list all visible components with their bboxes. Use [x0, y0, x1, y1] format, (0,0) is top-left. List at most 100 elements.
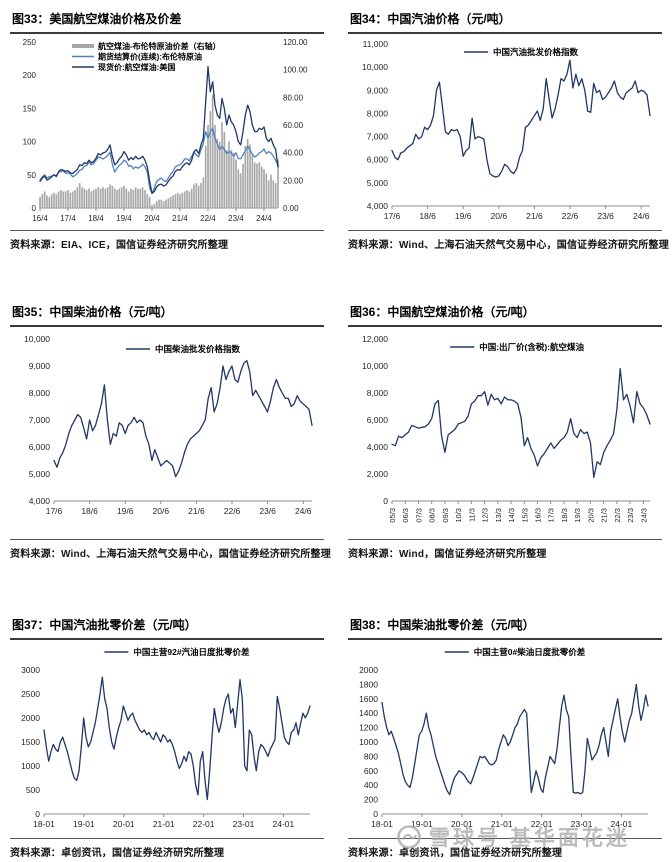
y-axis-tick-label: 0 — [383, 496, 388, 506]
bar-series-0 — [218, 141, 221, 208]
bar-series-0 — [263, 169, 265, 208]
bar-series-0 — [125, 188, 128, 208]
x-axis-tick-label: 22-01 — [193, 819, 215, 829]
bar-series-0 — [188, 191, 191, 208]
figure-34-title: 图34：中国汽油价格（元/吨） — [348, 8, 662, 34]
y-axis-tick-label: 2000 — [21, 713, 40, 723]
bar-series-0 — [246, 138, 249, 208]
bar-series-0 — [151, 205, 153, 208]
bar-series-0 — [193, 184, 195, 208]
x-axis-tick-label: 20/6 — [153, 506, 170, 516]
y-axis-tick-label: 8,000 — [367, 388, 389, 398]
bar-series-0 — [179, 194, 181, 208]
x-axis-tick-label: 24/3 — [639, 508, 648, 523]
bar-series-0 — [85, 190, 88, 208]
bar-series-0 — [41, 194, 44, 208]
x-axis-tick-label: 21/3 — [600, 508, 609, 523]
x-axis-tick-label: 19/6 — [455, 211, 472, 221]
y-axis-right-tick-label: 60.00 — [283, 121, 304, 130]
bar-series-0 — [214, 125, 216, 208]
figure-37-title: 图37：中国汽油批零价差（元/吨） — [10, 614, 324, 640]
y-axis-tick-label: 50 — [27, 171, 36, 180]
bar-series-0 — [148, 196, 151, 208]
y-axis-tick-label: 0 — [32, 204, 37, 213]
bar-series-0 — [74, 190, 76, 208]
fig35-svg: 4,000 5,000 6,000 7,000 8,000 9,000 10,000 17/6… — [24, 334, 313, 516]
y-axis-tick-label: 7,000 — [367, 132, 389, 142]
x-axis-tick-label: 23/6 — [259, 506, 276, 516]
y-axis-tick-label: 10,000 — [362, 361, 388, 371]
x-axis-tick-label: 08/3 — [428, 508, 437, 523]
y-axis-tick-label: 4,000 — [367, 201, 389, 211]
x-axis-tick-label: 19/3 — [573, 508, 582, 523]
bar-series-0 — [153, 203, 156, 208]
x-axis-tick-label: 23-01 — [233, 819, 255, 829]
x-axis-tick-label: 07/3 — [414, 508, 423, 523]
x-axis-tick-label: 21-01 — [153, 819, 175, 829]
y-axis-right-tick-label: 40.00 — [283, 149, 304, 158]
bar-series-0 — [169, 196, 172, 208]
y-axis-tick-label: 11,000 — [363, 39, 389, 49]
x-axis-tick-label: 24-01 — [273, 819, 295, 829]
bar-series-0 — [146, 194, 149, 208]
y-axis-tick-label: 10,000 — [362, 62, 388, 72]
figure-33-title: 图33：美国航空煤油价格及价差 — [10, 8, 324, 34]
y-axis-tick-label: 1600 — [359, 694, 378, 704]
bar-series-0 — [116, 190, 118, 208]
bar-series-0 — [71, 191, 74, 208]
bar-series-0 — [162, 201, 165, 208]
x-axis-tick-label: 21/6 — [188, 506, 205, 516]
chart-row-3: 图37：中国汽油批零价差（元/吨） 0 500 1000 1500 2000 2500 30… — [10, 614, 662, 859]
bar-series-0 — [211, 94, 214, 208]
x-axis-tick-label: 12/3 — [481, 508, 490, 523]
y-axis-tick-label: 5,000 — [29, 469, 51, 479]
line-series-0 — [391, 368, 651, 479]
bar-series-0 — [270, 174, 272, 208]
y-axis-tick-label: 400 — [364, 780, 378, 790]
y-axis-tick-label: 200 — [364, 795, 378, 805]
x-axis-tick-label: 18/4 — [88, 214, 104, 223]
bar-series-0 — [258, 162, 261, 208]
bar-series-0 — [76, 187, 79, 208]
bar-series-0 — [174, 194, 177, 208]
x-axis-tick-label: 24/6 — [633, 211, 650, 221]
y-axis-tick-label: 200 — [23, 71, 37, 80]
bar-series-0 — [46, 195, 48, 208]
x-axis-tick-label: 18/6 — [81, 506, 98, 516]
bar-series-0 — [64, 191, 67, 208]
bar-series-0 — [160, 199, 163, 208]
y-axis-tick-label: 4,000 — [29, 496, 51, 506]
y-axis-tick-label: 1800 — [359, 679, 378, 689]
x-axis-tick-label: 20-01 — [451, 819, 473, 829]
y-axis-tick-label: 0 — [373, 809, 378, 819]
bar-series-0 — [204, 145, 207, 208]
y-axis-right-tick-label: 0.00 — [283, 204, 299, 213]
bar-series-0 — [223, 131, 226, 208]
x-axis-tick-label: 16/3 — [533, 508, 542, 523]
x-axis-tick-label: 19/4 — [116, 214, 132, 223]
bar-series-0 — [97, 187, 100, 208]
y-axis-tick-label: 6,000 — [367, 415, 389, 425]
bar-series-0 — [172, 195, 174, 208]
x-axis-tick-label: 19-01 — [411, 819, 433, 829]
fig34-svg: 4,000 5,000 6,000 7,000 8,000 9,000 10,000 11,0… — [362, 39, 651, 221]
bar-series-0 — [235, 159, 237, 208]
x-axis-tick-label: 06/3 — [401, 508, 410, 523]
bar-series-0 — [274, 183, 277, 208]
fig33-svg: 0 50 100 150 200 250 0.00 20.00 40.00 60.00 80.00 1… — [23, 38, 308, 223]
bar-series-0 — [104, 188, 107, 208]
y-axis-tick-label: 9,000 — [367, 85, 389, 95]
y-axis-tick-label: 1000 — [21, 761, 40, 771]
bar-series-0 — [90, 191, 93, 208]
fig36-svg: 0 2,000 4,000 6,000 8,000 10,000 12,000 05/3 06/… — [362, 334, 651, 523]
figure-35: 图35：中国柴油价格（元/吨） 4,000 5,000 6,000 7,000 8,00… — [10, 301, 331, 560]
x-axis-tick-label: 20-01 — [113, 819, 135, 829]
y-axis-tick-label: 7,000 — [29, 415, 51, 425]
bar-series-0 — [60, 190, 62, 208]
bar-series-0 — [272, 180, 275, 208]
bar-series-0 — [209, 111, 212, 208]
bar-series-0 — [48, 196, 51, 208]
figure-36-chart: 0 2,000 4,000 6,000 8,000 10,000 12,000 05/3 06/… — [348, 327, 662, 539]
figure-38-chart: 0 200 400 600 800 1000 1200 1400 1600 1800 2000 18-… — [348, 640, 662, 838]
bar-series-0 — [55, 194, 58, 208]
